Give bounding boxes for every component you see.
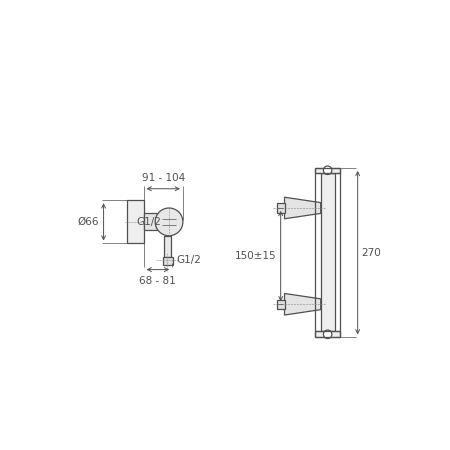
Text: 150±15: 150±15 <box>235 251 277 261</box>
Bar <box>163 257 173 265</box>
Bar <box>164 236 171 257</box>
Bar <box>277 300 284 309</box>
Text: 91 - 104: 91 - 104 <box>142 173 185 183</box>
Bar <box>277 203 284 212</box>
Text: G1/2: G1/2 <box>137 217 162 227</box>
Text: Ø66: Ø66 <box>77 217 99 227</box>
Text: 270: 270 <box>361 248 381 258</box>
Text: 68 - 81: 68 - 81 <box>140 276 176 286</box>
Bar <box>144 213 158 230</box>
Text: G1/2: G1/2 <box>176 255 201 266</box>
Bar <box>315 168 340 173</box>
Polygon shape <box>284 197 321 219</box>
Circle shape <box>324 330 332 338</box>
Bar <box>321 173 335 331</box>
Circle shape <box>155 208 183 236</box>
Circle shape <box>324 166 332 175</box>
Polygon shape <box>284 293 321 315</box>
Bar <box>127 200 144 243</box>
Bar <box>315 331 340 338</box>
